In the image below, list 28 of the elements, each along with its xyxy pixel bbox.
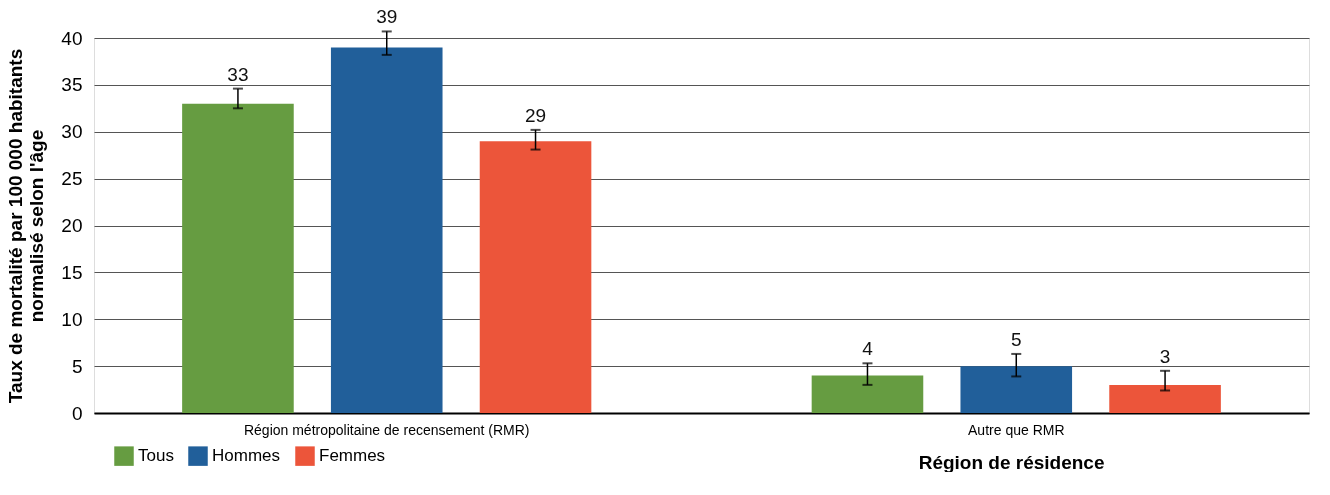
data-label: 4 <box>862 338 874 360</box>
legend-label: Tous <box>138 446 174 466</box>
bar <box>479 141 592 413</box>
bar <box>1109 384 1221 413</box>
data-label: 29 <box>524 104 547 126</box>
y-tick-label: 10 <box>61 308 83 330</box>
x-tick-label: Région métropolitaine de recensement (RMR) <box>243 421 530 438</box>
y-axis-title: Taux de mortalité par 100 000 habitants normalisé selon l'âge <box>5 48 48 404</box>
y-tick-label: 30 <box>61 121 83 143</box>
legend-label: Femmes <box>319 446 386 466</box>
data-label: 5 <box>1010 328 1022 350</box>
x-axis-title: Région de résidence <box>918 451 1105 473</box>
data-label: 3 <box>1159 345 1171 367</box>
bar <box>182 103 294 413</box>
y-tick-label: 0 <box>71 402 83 424</box>
x-tick-label: Autre que RMR <box>968 421 1065 438</box>
bar <box>960 366 1073 413</box>
y-tick-label: 40 <box>61 27 83 49</box>
legend-label: Hommes <box>212 446 281 466</box>
y-tick-label: 5 <box>71 355 83 377</box>
y-tick-label: 25 <box>61 168 83 190</box>
y-tick-label: 20 <box>61 215 83 236</box>
bar <box>330 47 443 413</box>
data-label: 39 <box>376 6 398 28</box>
y-tick-label: 35 <box>61 74 83 96</box>
bar <box>811 375 924 413</box>
data-label: 33 <box>227 63 249 85</box>
y-tick-label: 15 <box>61 261 83 283</box>
